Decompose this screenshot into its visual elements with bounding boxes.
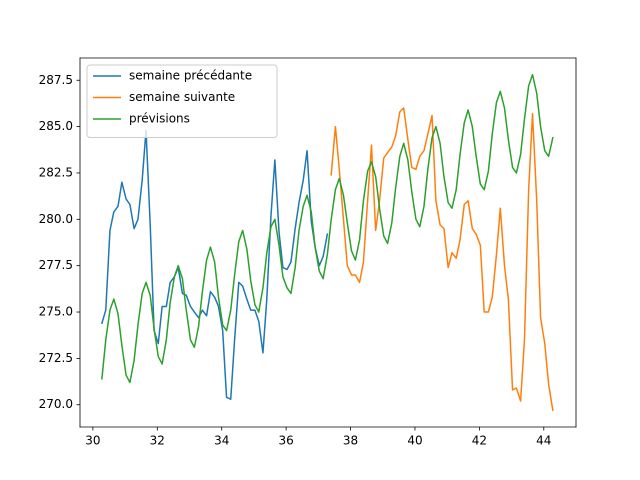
- y-tick-label: 280.0: [39, 212, 73, 226]
- x-tick-label: 44: [536, 434, 551, 448]
- y-tick-label: 282.5: [39, 165, 73, 179]
- series-line: [100, 129, 329, 400]
- x-tick-label: 42: [472, 434, 487, 448]
- legend-label: prévisions: [129, 112, 190, 126]
- x-tick-label: 36: [278, 434, 293, 448]
- legend-box: [86, 64, 278, 138]
- series-line: [101, 73, 554, 384]
- y-tick-label: 275.0: [39, 305, 73, 319]
- x-tick-label: 30: [85, 434, 100, 448]
- y-tick-label: 287.5: [39, 73, 73, 87]
- y-tick-label: 272.5: [39, 351, 73, 365]
- legend-label: semaine suivante: [129, 90, 235, 104]
- x-tick-label: 32: [150, 434, 165, 448]
- y-tick-label: 270.0: [39, 397, 73, 411]
- x-tick-label: 34: [214, 434, 229, 448]
- legend: semaine précédante semaine suivante prévis…: [86, 64, 278, 138]
- x-tick-label: 38: [343, 434, 358, 448]
- legend-label: semaine précédante: [129, 69, 252, 83]
- series-line: [330, 107, 554, 412]
- x-tick-label: 40: [407, 434, 422, 448]
- y-tick-label: 285.0: [39, 119, 73, 133]
- y-tick-label: 277.5: [39, 258, 73, 272]
